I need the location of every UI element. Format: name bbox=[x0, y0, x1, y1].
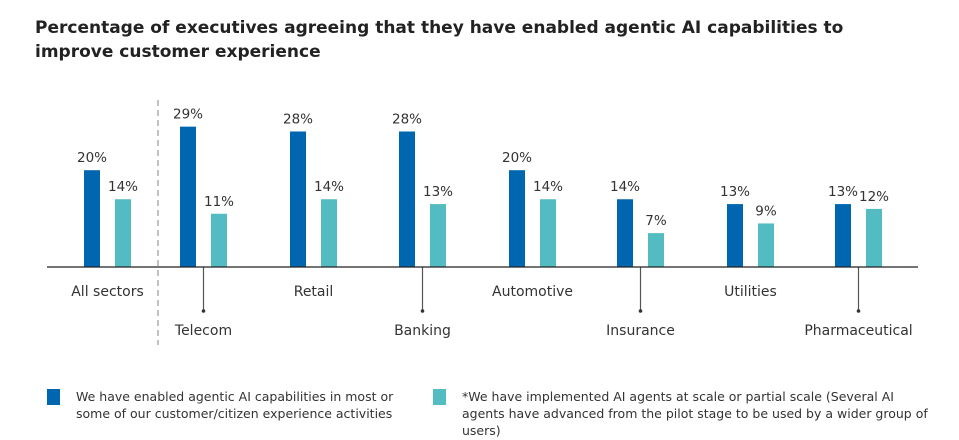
data-label: 7% bbox=[645, 213, 667, 229]
data-label: 9% bbox=[755, 203, 777, 219]
data-label: 14% bbox=[610, 179, 640, 195]
bar-implemented bbox=[540, 199, 556, 267]
data-label: 29% bbox=[173, 107, 203, 123]
chart-title: Percentage of executives agreeing that t… bbox=[35, 18, 844, 62]
data-label: 14% bbox=[314, 179, 344, 195]
bar-chart: 20%14%All sectors29%11%Telecom28%14%Reta… bbox=[47, 100, 918, 345]
bar-enabled bbox=[727, 204, 743, 267]
leader-dot bbox=[201, 309, 206, 313]
category-label: All sectors bbox=[71, 284, 144, 300]
legend-item-implemented: *We have implemented AI agents at scale … bbox=[433, 388, 933, 439]
legend-label: *We have implemented AI agents at scale … bbox=[462, 389, 928, 438]
data-label: 20% bbox=[502, 150, 532, 166]
category-label: Telecom bbox=[174, 323, 232, 339]
legend-item-enabled: We have enabled agentic AI capabilities … bbox=[47, 388, 407, 422]
category-label: Banking bbox=[394, 323, 451, 339]
bar-implemented bbox=[211, 213, 227, 267]
leader-dot bbox=[638, 309, 643, 313]
bar-enabled bbox=[180, 126, 196, 267]
data-label: 13% bbox=[423, 184, 453, 200]
bar-enabled bbox=[290, 131, 306, 267]
bar-implemented bbox=[866, 208, 882, 267]
bar-enabled bbox=[509, 170, 525, 267]
bar-implemented bbox=[115, 199, 131, 267]
bar-enabled bbox=[84, 170, 100, 267]
category-label: Insurance bbox=[606, 323, 675, 339]
bar-implemented bbox=[648, 233, 664, 267]
category-label: Automotive bbox=[492, 284, 573, 300]
bar-implemented bbox=[321, 199, 337, 267]
data-label: 11% bbox=[204, 194, 234, 210]
category-label: Utilities bbox=[724, 284, 777, 300]
bar-enabled bbox=[617, 199, 633, 267]
leader-dot bbox=[420, 309, 425, 313]
data-label: 13% bbox=[828, 184, 858, 200]
data-label: 28% bbox=[392, 111, 422, 127]
legend-swatch-teal bbox=[433, 389, 446, 405]
data-label: 12% bbox=[859, 189, 889, 205]
bar-implemented bbox=[430, 204, 446, 267]
data-label: 14% bbox=[533, 179, 563, 195]
bar-implemented bbox=[758, 223, 774, 267]
data-label: 20% bbox=[77, 150, 107, 166]
category-label: Pharmaceutical bbox=[804, 323, 912, 339]
legend-swatch-blue bbox=[47, 389, 60, 405]
data-label: 13% bbox=[720, 184, 750, 200]
leader-dot bbox=[856, 309, 861, 313]
data-label: 28% bbox=[283, 111, 313, 127]
bar-enabled bbox=[399, 131, 415, 267]
data-label: 14% bbox=[108, 179, 138, 195]
category-label: Retail bbox=[294, 284, 334, 300]
legend-label: We have enabled agentic AI capabilities … bbox=[76, 389, 394, 421]
bar-enabled bbox=[835, 204, 851, 267]
